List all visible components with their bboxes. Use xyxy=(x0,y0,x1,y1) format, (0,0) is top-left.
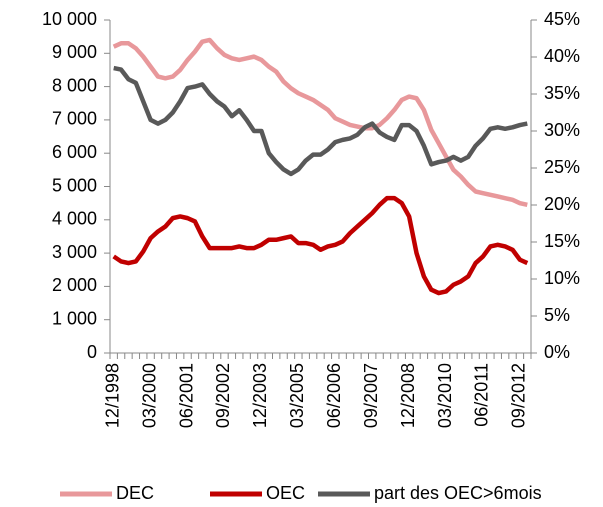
y2-tick-label: 30% xyxy=(544,120,580,140)
legend-label: part des OEC>6mois xyxy=(374,483,542,503)
x-tick-label: 09/2002 xyxy=(213,363,233,428)
y-tick-label: 0 xyxy=(87,342,97,362)
y-tick-label: 6 000 xyxy=(52,142,97,162)
y2-tick-label: 25% xyxy=(544,157,580,177)
legend-label: OEC xyxy=(266,483,305,503)
x-tick-label: 03/2005 xyxy=(287,363,307,428)
y2-tick-label: 35% xyxy=(544,83,580,103)
x-tick-label: 03/2010 xyxy=(435,363,455,428)
x-tick-label: 06/2001 xyxy=(176,363,196,428)
x-tick-label: 06/2006 xyxy=(324,363,344,428)
x-tick-label: 12/2003 xyxy=(250,363,270,428)
y-tick-label: 9 000 xyxy=(52,42,97,62)
y-tick-label: 10 000 xyxy=(42,9,97,29)
series-line xyxy=(113,65,528,177)
y-tick-label: 3 000 xyxy=(52,242,97,262)
series-line xyxy=(112,37,528,208)
y-tick-label: 4 000 xyxy=(52,209,97,229)
y-tick-label: 8 000 xyxy=(52,75,97,95)
x-tick-label: 12/1998 xyxy=(102,363,122,428)
y2-tick-label: 5% xyxy=(544,305,570,325)
x-tick-label: 09/2007 xyxy=(361,363,381,428)
y2-tick-label: 15% xyxy=(544,231,580,251)
y-tick-label: 7 000 xyxy=(52,109,97,129)
x-tick-label: 03/2000 xyxy=(139,363,159,428)
x-tick-label: 12/2008 xyxy=(398,363,418,428)
y2-tick-label: 20% xyxy=(544,194,580,214)
y2-tick-label: 10% xyxy=(544,268,580,288)
y-tick-label: 2 000 xyxy=(52,275,97,295)
y2-tick-label: 0% xyxy=(544,342,570,362)
y2-tick-label: 40% xyxy=(544,46,580,66)
series-line xyxy=(112,195,529,296)
y-tick-label: 1 000 xyxy=(52,308,97,328)
y-tick-label: 5 000 xyxy=(52,175,97,195)
x-tick-label: 09/2012 xyxy=(509,363,529,428)
x-tick-label: 06/2011 xyxy=(472,363,492,427)
y2-tick-label: 45% xyxy=(544,9,580,29)
legend-label: DEC xyxy=(116,483,154,503)
